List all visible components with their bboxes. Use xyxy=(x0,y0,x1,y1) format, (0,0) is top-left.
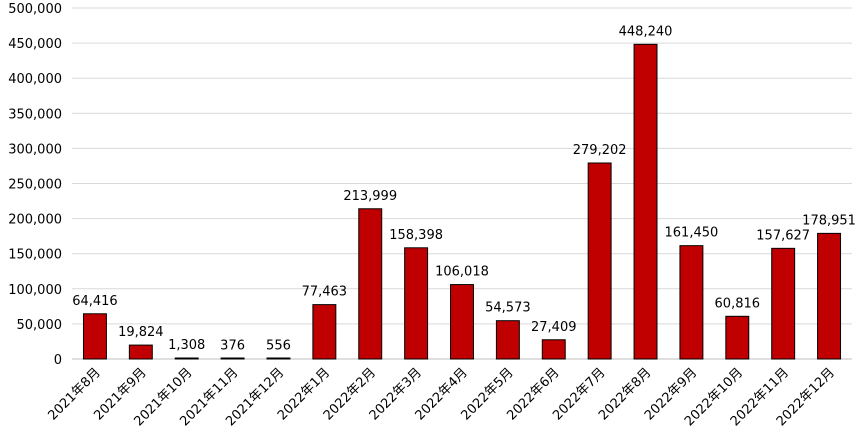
gridlines xyxy=(72,7,852,360)
bar xyxy=(174,357,199,360)
bar xyxy=(679,245,704,360)
data-label: 106,018 xyxy=(435,265,489,280)
y-tick-label: 50,000 xyxy=(17,318,63,333)
x-axis: 2021年8月2021年9月2021年10月2021年11月2021年12月20… xyxy=(46,365,838,429)
y-tick-label: 450,000 xyxy=(8,37,62,52)
bar xyxy=(771,247,796,360)
data-label: 556 xyxy=(266,339,291,354)
data-label: 64,416 xyxy=(72,294,118,309)
data-label: 27,409 xyxy=(531,320,577,335)
data-label: 60,816 xyxy=(715,296,761,311)
bar xyxy=(817,232,842,360)
bar xyxy=(633,43,658,360)
data-label: 279,202 xyxy=(573,143,627,158)
data-label: 77,463 xyxy=(302,285,348,300)
data-label: 54,573 xyxy=(485,301,531,316)
bar xyxy=(220,357,245,360)
data-label: 19,824 xyxy=(118,325,164,340)
y-tick-label: 400,000 xyxy=(8,72,62,87)
data-label: 178,951 xyxy=(802,213,856,228)
data-labels: 64,416 19,824 1,308 376 556 77,463 213,999 158,… xyxy=(72,24,856,353)
data-label: 158,398 xyxy=(389,228,443,243)
bar xyxy=(495,320,520,360)
bar xyxy=(450,284,474,360)
y-tick-label: 300,000 xyxy=(8,142,62,157)
y-tick-label: 200,000 xyxy=(8,213,62,228)
bar xyxy=(404,247,429,360)
y-tick-label: 500,000 xyxy=(8,2,62,17)
y-tick-label: 100,000 xyxy=(8,283,62,298)
y-axis: 0 50,000 100,000 150,000 200,000 250,000 300,0… xyxy=(8,2,62,368)
bars xyxy=(82,43,842,360)
data-label: 1,308 xyxy=(168,338,205,353)
y-tick-label: 250,000 xyxy=(8,178,62,193)
bar xyxy=(587,162,612,360)
data-label: 157,627 xyxy=(756,228,810,243)
data-label: 448,240 xyxy=(619,24,673,39)
data-label: 376 xyxy=(220,339,245,354)
bar xyxy=(82,313,107,360)
bar xyxy=(312,304,337,360)
y-tick-label: 350,000 xyxy=(8,107,62,122)
bar xyxy=(541,339,566,360)
bar xyxy=(128,344,153,360)
data-label: 213,999 xyxy=(343,189,397,204)
bar xyxy=(358,208,383,360)
y-tick-label: 150,000 xyxy=(8,248,62,263)
bar xyxy=(725,315,750,360)
bar xyxy=(266,357,291,360)
data-label: 161,450 xyxy=(665,226,719,241)
y-tick-label: 0 xyxy=(54,353,62,368)
